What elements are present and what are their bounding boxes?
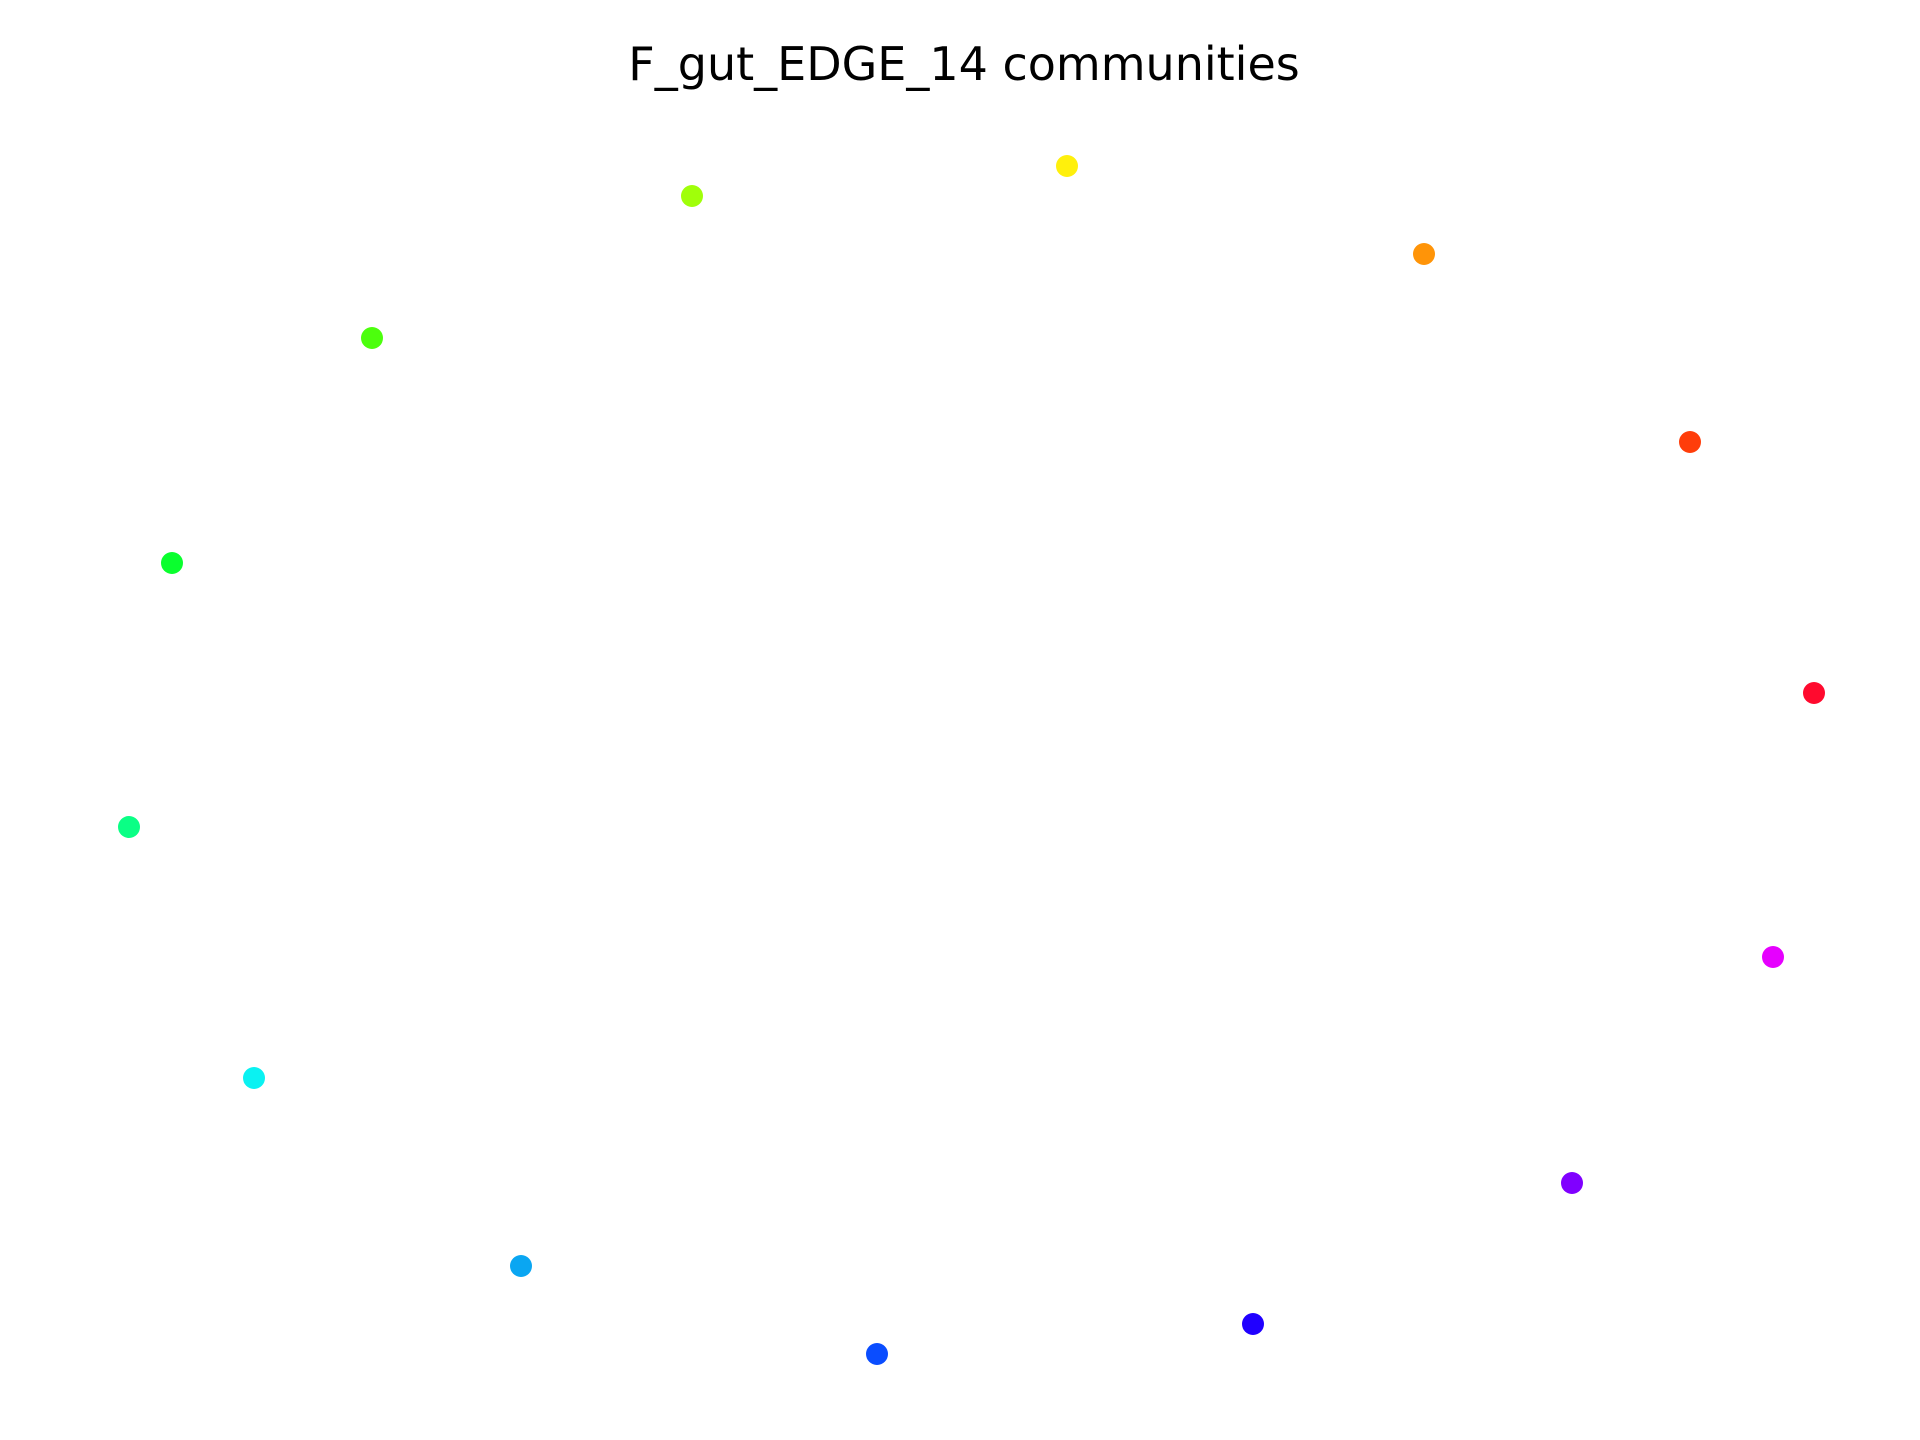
community-node-n14 [1762, 946, 1784, 968]
community-node-n6 [361, 327, 383, 349]
community-node-n9 [243, 1067, 265, 1089]
community-node-n3 [1413, 243, 1435, 265]
community-node-n5 [681, 185, 703, 207]
community-node-n4 [1056, 155, 1078, 177]
community-node-n12 [1242, 1313, 1264, 1335]
community-node-n11 [866, 1343, 888, 1365]
community-node-n8 [118, 816, 140, 838]
chart-title: F_gut_EDGE_14 communities [628, 37, 1299, 91]
community-node-n13 [1561, 1172, 1583, 1194]
community-node-n10 [510, 1255, 532, 1277]
nodes-layer [118, 155, 1825, 1365]
community-node-n7 [161, 552, 183, 574]
community-node-n1 [1803, 682, 1825, 704]
community-node-n2 [1679, 431, 1701, 453]
